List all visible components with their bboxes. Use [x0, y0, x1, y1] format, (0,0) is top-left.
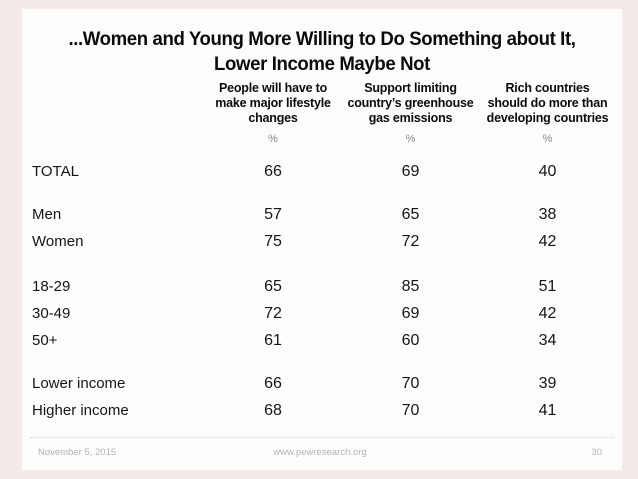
- cell-value: 70: [401, 374, 420, 392]
- unit-row: % % %: [22, 126, 622, 150]
- cell-value: 66: [264, 374, 282, 392]
- cell-value: 41: [538, 401, 557, 419]
- header-spacer: [22, 81, 204, 126]
- row-label: 30-49: [32, 305, 71, 323]
- cell-value: 68: [264, 401, 282, 419]
- title-line-1: ...Women and Young More Willing to Do So…: [68, 29, 576, 50]
- unit-spacer: [22, 126, 204, 150]
- footer-page-number: 30: [591, 446, 602, 458]
- data-table: People will have to make major lifestyle…: [22, 81, 622, 424]
- cell-value: 34: [538, 331, 557, 349]
- group-gap: [22, 185, 622, 201]
- group-gap: [22, 150, 622, 158]
- column-header-emissions: Support limiting country’s greenhouse ga…: [347, 81, 474, 126]
- cell-value: 51: [538, 277, 557, 295]
- cell-value: 65: [264, 277, 282, 295]
- cell-value: 72: [401, 232, 420, 250]
- cell-value: 72: [264, 304, 282, 322]
- cell-value: 66: [264, 162, 282, 180]
- table-row-18-29: 18-29 65 85 51: [22, 273, 622, 300]
- table-row-30-49: 30-49 72 69 42: [22, 300, 622, 327]
- cell-value: 42: [538, 232, 557, 250]
- footer-url: www.pewresearch.org: [273, 446, 367, 458]
- cell-value: 61: [264, 331, 282, 349]
- table-row-women: Women 75 72 42: [22, 228, 622, 255]
- row-label: Higher income: [32, 402, 129, 420]
- cell-value: 39: [538, 374, 557, 392]
- cell-value: 70: [401, 401, 420, 419]
- row-label: TOTAL: [32, 163, 79, 181]
- slide-footer: November 5, 2015 www.pewresearch.org 30: [30, 437, 614, 470]
- slide-title: ...Women and Young More Willing to Do So…: [28, 9, 616, 77]
- table-header-row: People will have to make major lifestyle…: [22, 81, 622, 126]
- cell-value: 65: [401, 205, 420, 223]
- table-row-50-plus: 50+ 61 60 34: [22, 327, 622, 354]
- cell-value: 69: [401, 162, 420, 180]
- cell-value: 69: [401, 304, 420, 322]
- slide: ...Women and Young More Willing to Do So…: [22, 9, 622, 470]
- unit-label: %: [405, 133, 416, 146]
- row-label: 18-29: [32, 278, 71, 296]
- cell-value: 38: [538, 205, 557, 223]
- column-header-rich-countries: Rich countries should do more than devel…: [486, 81, 609, 126]
- title-line-2: Lower Income Maybe Not: [214, 53, 430, 75]
- group-gap: [22, 354, 622, 370]
- table-row-total: TOTAL 66 69 40: [22, 158, 622, 185]
- table-row-higher-income: Higher income 68 70 41: [22, 397, 622, 424]
- cell-value: 40: [538, 162, 557, 180]
- row-label: Lower income: [32, 375, 126, 393]
- unit-label: %: [268, 133, 278, 146]
- cell-value: 75: [264, 232, 282, 250]
- table-row-men: Men 57 65 38: [22, 201, 622, 228]
- table-row-lower-income: Lower income 66 70 39: [22, 370, 622, 397]
- cell-value: 57: [264, 205, 282, 223]
- row-label: Women: [32, 233, 84, 251]
- row-label: Men: [32, 206, 62, 224]
- column-header-lifestyle-changes: People will have to make major lifestyle…: [215, 81, 331, 126]
- footer-date: November 5, 2015: [38, 446, 117, 458]
- cell-value: 85: [401, 277, 420, 295]
- cell-value: 42: [538, 304, 557, 322]
- unit-label: %: [542, 133, 553, 146]
- row-label: 50+: [32, 332, 58, 350]
- group-gap: [22, 255, 622, 273]
- cell-value: 60: [401, 331, 420, 349]
